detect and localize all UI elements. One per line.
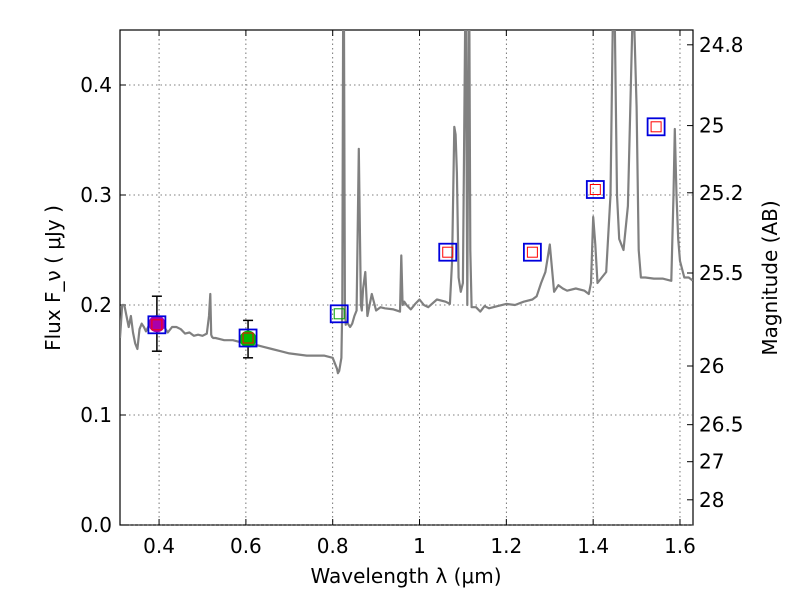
y2-tick-label: 26	[699, 354, 724, 378]
model-point	[438, 242, 458, 262]
grid-lines	[120, 30, 693, 526]
y-tick-label: 0.2	[80, 293, 112, 317]
y-axis-label: Flux F_ν ( μJy )	[41, 205, 65, 351]
model-point	[585, 180, 605, 199]
y-tick-label: 0.3	[80, 183, 112, 207]
model-point	[522, 242, 542, 262]
y2-tick-label: 27	[699, 450, 724, 474]
model-point	[329, 304, 349, 324]
error-bars	[151, 295, 254, 359]
y2-tick-label: 25.5	[699, 261, 744, 285]
x-axis-label: Wavelength λ (μm)	[310, 564, 501, 588]
y2-tick-labels: 24.8 25 25.2 25.5 26 26.5 27 28	[699, 33, 744, 512]
x-tick-label: 0.6	[230, 534, 262, 558]
x-tick-label: 0.8	[317, 534, 349, 558]
y-tick-label: 0.0	[80, 513, 112, 537]
y2-tick-label: 24.8	[699, 33, 744, 57]
y-tick-labels: 0.0 0.1 0.2 0.3 0.4	[80, 73, 112, 537]
y2-tick-label: 25.2	[699, 181, 744, 205]
x-tick-label: 1.6	[664, 534, 696, 558]
tick-marks	[120, 30, 693, 526]
x-tick-labels: 0.4 0.6 0.8 1 1.2 1.4 1.6	[143, 534, 696, 558]
x-tick-label: 1.2	[490, 534, 522, 558]
x-tick-label: 1	[413, 534, 426, 558]
y2-tick-label: 25	[699, 114, 724, 138]
y2-tick-label: 28	[699, 488, 724, 512]
model-point	[147, 315, 167, 335]
y2-axis-label: Magnitude (AB)	[758, 200, 782, 355]
plot-frame	[119, 29, 694, 526]
y2-tick-label: 26.5	[699, 413, 744, 437]
x-tick-label: 0.4	[143, 534, 175, 558]
spectrum-line	[120, 30, 693, 375]
y-tick-label: 0.1	[80, 403, 112, 427]
model-point	[646, 117, 666, 137]
y-tick-label: 0.4	[80, 73, 112, 97]
model-points	[147, 117, 666, 348]
x-tick-label: 1.4	[577, 534, 609, 558]
model-point	[238, 328, 258, 348]
